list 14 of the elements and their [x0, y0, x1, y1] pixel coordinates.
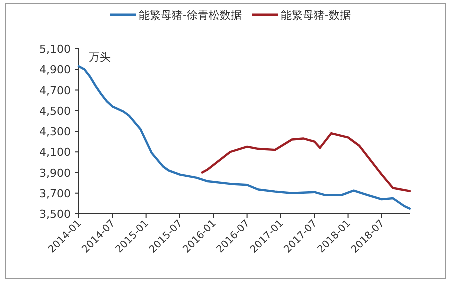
y-tick-label: 4,500 — [40, 104, 71, 118]
legend-label: 能繁母猪-徐青松数据 — [139, 9, 242, 22]
y-tick-label: 4,700 — [40, 84, 71, 98]
line-series — [78, 65, 412, 210]
line-series — [201, 132, 412, 192]
y-tick-label: 5,100 — [40, 43, 71, 56]
legend-label: 能繁母猪-数据 — [281, 9, 351, 22]
y-tick-label: 3,500 — [40, 208, 71, 221]
y-axis-title: 万头 — [89, 51, 111, 64]
y-tick-label: 4,300 — [40, 126, 71, 138]
y-tick-label: 4,900 — [40, 64, 71, 77]
y-tick-label: 3,700 — [40, 187, 71, 200]
y-tick-label: 4,100 — [40, 146, 71, 160]
y-tick-label: 3,900 — [40, 166, 71, 180]
